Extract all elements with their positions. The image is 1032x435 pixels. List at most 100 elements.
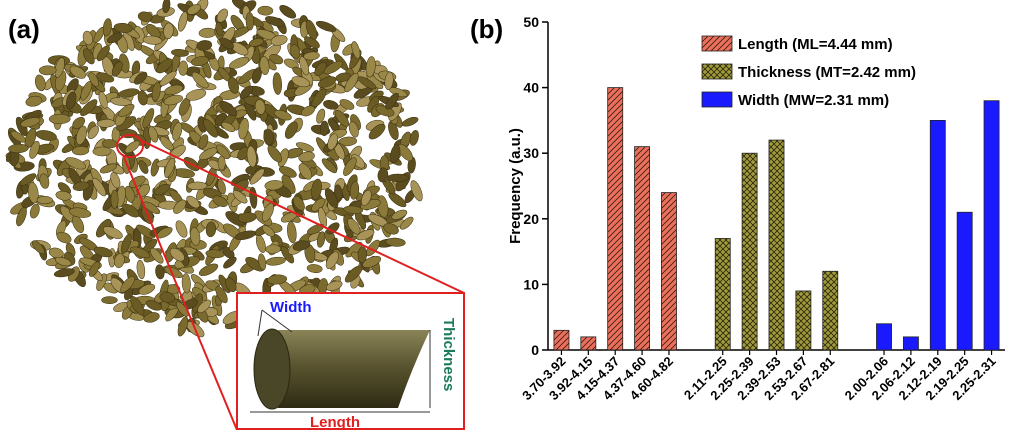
seed (34, 74, 46, 92)
seed (122, 203, 140, 218)
seed (99, 163, 117, 174)
seed (137, 90, 148, 106)
seed (216, 144, 230, 160)
seed (303, 51, 320, 61)
seed (134, 71, 148, 85)
seed (267, 274, 288, 285)
bar-chart: 010203040503.70-3.923.92-4.154.15-4.374.… (519, 14, 1005, 403)
seed (136, 259, 146, 280)
seed (103, 226, 123, 239)
bar (661, 192, 677, 351)
dim-line (261, 309, 293, 333)
seed (198, 134, 209, 150)
seed (270, 35, 288, 46)
seed (325, 251, 339, 269)
seed (273, 109, 292, 121)
inset-label: Length (310, 414, 360, 430)
seed (265, 16, 285, 27)
zoom-line (122, 154, 238, 431)
seed (357, 76, 377, 90)
zoom-circle (116, 134, 144, 158)
bar (876, 323, 892, 351)
bar (768, 139, 785, 351)
seed (138, 283, 156, 295)
seed (92, 177, 107, 197)
cylinder-end (253, 328, 291, 410)
zoom-line (139, 139, 465, 294)
bar (607, 87, 624, 351)
seed (80, 99, 98, 117)
seed (323, 100, 339, 110)
seed (53, 268, 75, 278)
y-tick-label: 30 (523, 145, 539, 161)
seed (38, 65, 57, 76)
inset: Width Thickness Length (236, 292, 465, 431)
bar (741, 152, 758, 351)
seed (128, 175, 146, 188)
seed (263, 129, 274, 146)
seed (409, 130, 419, 146)
seed (238, 118, 249, 140)
seed (249, 168, 265, 185)
seed (185, 89, 207, 101)
seed (315, 21, 337, 32)
seed (178, 60, 189, 76)
seed (217, 179, 226, 195)
seed (82, 48, 95, 65)
seed (29, 203, 40, 219)
seed (130, 295, 145, 316)
seed (261, 20, 274, 33)
seed (385, 237, 406, 247)
seed (164, 266, 183, 278)
seed (221, 121, 236, 132)
seed (388, 192, 407, 208)
y-axis-label: Frequency (a.u.) (507, 128, 524, 244)
seed (120, 233, 132, 254)
seed (29, 140, 40, 159)
seed (338, 136, 357, 147)
seed (262, 225, 275, 237)
seed (283, 58, 299, 69)
seed (138, 160, 149, 174)
seed (259, 56, 270, 76)
seed (72, 181, 90, 191)
seed (349, 181, 360, 200)
seed (181, 273, 191, 294)
seed (343, 157, 357, 176)
inset-label: Width (270, 299, 312, 316)
seed (258, 253, 267, 271)
panel-label: (b) (470, 14, 503, 44)
seed (397, 144, 413, 162)
seed (287, 221, 297, 244)
seed (265, 256, 286, 266)
seed-photo (5, 0, 423, 338)
seed (172, 122, 183, 141)
seed (113, 22, 133, 33)
seed (317, 76, 337, 88)
seed (223, 256, 237, 269)
seed (65, 91, 77, 110)
seed (325, 280, 343, 291)
seed (399, 216, 414, 230)
seed (39, 173, 50, 189)
cylinder-body (278, 330, 430, 408)
seed (291, 76, 310, 88)
seed (163, 22, 174, 40)
seed (163, 94, 183, 106)
legend-label: Length (ML=4.44 mm) (738, 36, 893, 53)
seed (88, 261, 100, 277)
y-tick-label: 10 (523, 276, 539, 292)
seed (351, 41, 361, 59)
seed (114, 253, 125, 268)
seed (55, 190, 72, 201)
seed (155, 264, 165, 280)
seed (249, 186, 258, 209)
seed (357, 246, 368, 263)
bar (634, 146, 651, 351)
seed (186, 195, 200, 209)
seed (146, 23, 161, 39)
seed (189, 227, 201, 246)
seed (316, 231, 326, 248)
seed (110, 97, 132, 107)
bar (822, 270, 839, 351)
